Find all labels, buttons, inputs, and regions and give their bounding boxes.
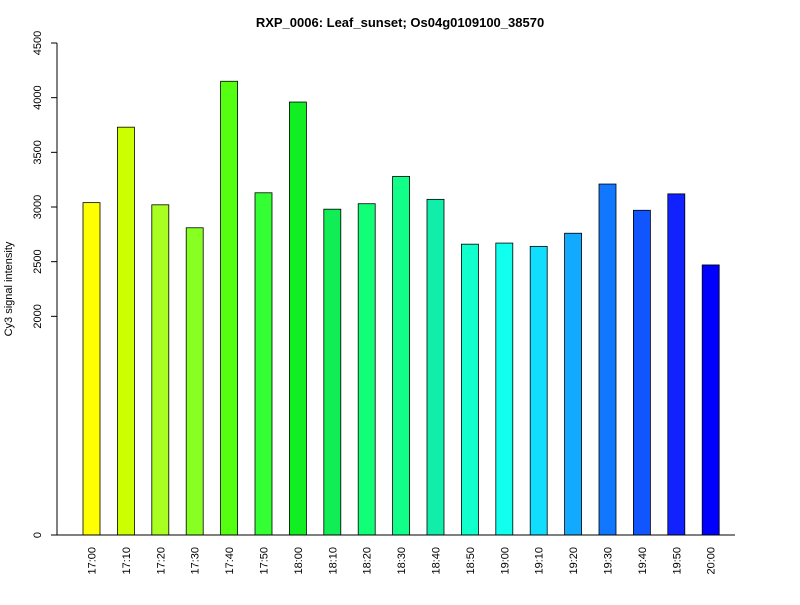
bar <box>185 227 204 536</box>
chart-title: RXP_0006: Leaf_sunset; Os04g0109100_3857… <box>256 15 544 30</box>
bar <box>701 264 720 536</box>
bar <box>529 245 548 536</box>
x-tick-label: 18:30 <box>396 547 408 575</box>
bar <box>495 242 514 536</box>
bar <box>460 243 479 536</box>
bar <box>151 204 170 536</box>
bar <box>392 175 411 536</box>
y-axis: 0 2000 2500 3000 3500 4000 4500 <box>32 31 58 538</box>
y-tick-label: 2500 <box>32 249 44 273</box>
bar <box>323 208 342 536</box>
x-tick-label: 19:00 <box>499 547 511 575</box>
y-axis-label: Cy3 signal intensity <box>3 241 15 336</box>
x-axis: 17:00 17:10 17:20 17:30 17:40 17:50 18:00 18:10… <box>57 534 735 575</box>
y-tick-label: 4000 <box>32 85 44 109</box>
y-tick-label: 2000 <box>32 304 44 328</box>
y-tick-label: 3000 <box>32 195 44 219</box>
bar <box>357 203 376 536</box>
x-tick-label: 17:30 <box>190 547 202 575</box>
x-tick-label: 17:10 <box>121 547 133 575</box>
x-tick-label: 18:00 <box>293 547 305 575</box>
x-tick-label: 17:20 <box>155 547 167 575</box>
bars-group <box>82 80 720 536</box>
x-tick-label: 18:20 <box>362 547 374 575</box>
y-tick-label: 3500 <box>32 140 44 164</box>
x-tick-label: 18:40 <box>431 547 443 575</box>
bar <box>667 193 686 536</box>
bar <box>598 183 617 536</box>
bar <box>82 202 101 536</box>
bar <box>564 232 582 536</box>
x-tick-label: 20:00 <box>706 547 718 575</box>
bar <box>288 101 307 536</box>
x-tick-label: 19:50 <box>671 547 683 575</box>
x-tick-label: 18:50 <box>465 547 477 575</box>
x-tick-label: 19:10 <box>534 547 546 575</box>
bar <box>220 80 239 536</box>
y-tick-label: 0 <box>32 532 44 538</box>
bar <box>117 126 135 536</box>
bar <box>426 198 445 536</box>
bar <box>633 209 651 536</box>
x-tick-label: 19:20 <box>568 547 580 575</box>
x-tick-label: 17:40 <box>224 547 236 575</box>
x-tick-label: 19:40 <box>637 547 649 575</box>
x-tick-label: 17:00 <box>87 547 99 575</box>
x-tick-label: 18:10 <box>327 547 339 575</box>
bar <box>254 192 273 536</box>
x-tick-label: 19:30 <box>603 547 615 575</box>
x-tick-label: 17:50 <box>259 547 271 575</box>
y-tick-label: 4500 <box>32 31 44 55</box>
